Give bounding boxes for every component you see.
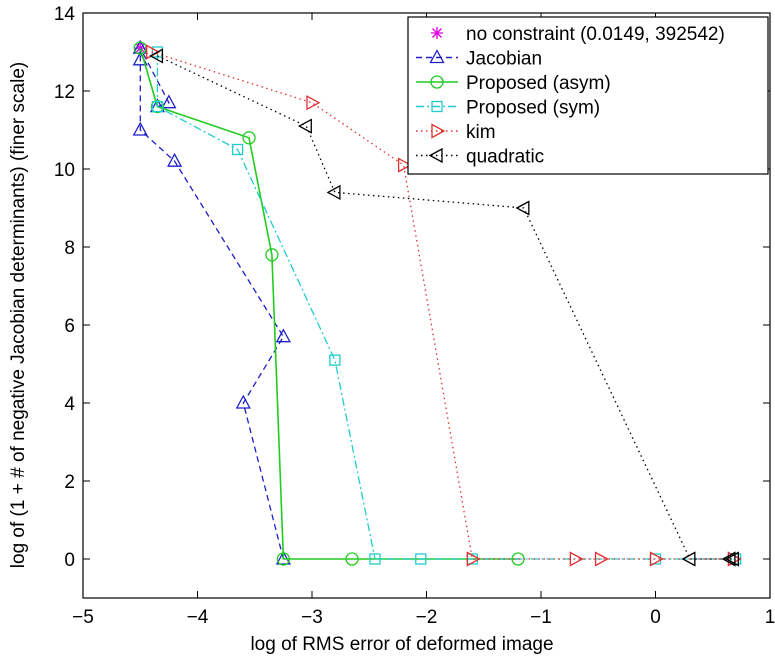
legend-entry: no constraint (0.0149, 392542) <box>431 24 725 45</box>
data-point <box>167 152 183 167</box>
legend-box <box>407 16 769 175</box>
legend-marker <box>431 100 443 113</box>
data-point <box>265 248 279 262</box>
data-point <box>132 121 148 136</box>
data-point <box>149 48 164 64</box>
data-point <box>235 394 251 409</box>
legend-marker <box>431 123 446 139</box>
legend-entry: kim <box>416 122 496 143</box>
legend-entry: Proposed (sym) <box>416 98 600 119</box>
y-tick-label: 6 <box>64 316 75 337</box>
data-point <box>724 551 740 567</box>
data-point <box>466 551 481 567</box>
series-4 <box>146 44 742 567</box>
data-point <box>345 552 359 566</box>
series-layer <box>132 39 742 567</box>
data-point <box>369 553 381 565</box>
y-tick-label: 10 <box>54 160 75 181</box>
data-point <box>132 39 148 54</box>
x-tick-label: 0 <box>650 607 661 628</box>
data-point <box>231 143 244 156</box>
legend-entry: quadratic <box>416 147 544 168</box>
x-tick-label: 1 <box>765 607 775 628</box>
data-point <box>275 550 291 565</box>
series-line <box>156 52 736 560</box>
legend-label: kim <box>466 122 496 143</box>
data-point <box>569 551 584 567</box>
legend-label: Proposed (asym) <box>466 73 611 94</box>
legend-entry: Proposed (asym) <box>416 73 611 94</box>
x-tick-label: −5 <box>72 607 94 628</box>
data-point <box>329 354 341 366</box>
y-tick-label: 12 <box>54 82 75 103</box>
y-axis: 0 2 4 6 8 10 12 14 <box>54 4 770 571</box>
series-1 <box>132 39 291 565</box>
data-point <box>649 551 664 567</box>
data-point <box>151 100 164 113</box>
legend-marker <box>430 75 444 89</box>
data-point <box>326 184 341 200</box>
series-5 <box>149 48 740 567</box>
data-point <box>297 118 312 134</box>
series-line <box>157 55 734 560</box>
legend-label: Jacobian <box>466 49 542 70</box>
y-tick-label: 8 <box>64 238 75 259</box>
x-tick-label: −1 <box>530 607 552 628</box>
legend-label: Proposed (sym) <box>466 98 600 119</box>
data-point <box>276 552 291 566</box>
data-point <box>594 551 609 567</box>
data-point <box>161 94 177 109</box>
series-line <box>151 51 734 560</box>
legend: no constraint (0.0149, 392542) Jacobian Pr… <box>407 16 769 175</box>
data-point <box>275 328 291 343</box>
legend-marker <box>431 27 443 39</box>
series-line <box>139 47 285 560</box>
data-point <box>415 553 427 565</box>
legend-label: no constraint (0.0149, 392542) <box>466 24 725 45</box>
x-tick-label: −4 <box>187 607 209 628</box>
y-tick-label: 0 <box>64 550 75 571</box>
data-point <box>242 131 256 145</box>
data-point <box>721 551 736 567</box>
legend-entry: Jacobian <box>416 49 542 70</box>
data-point <box>681 551 696 567</box>
legend-marker <box>428 147 443 164</box>
y-tick-label: 14 <box>54 4 76 25</box>
y-tick-label: 4 <box>64 394 75 415</box>
x-tick-label: −2 <box>416 607 438 628</box>
legend-marker <box>429 49 445 64</box>
data-point <box>306 95 321 111</box>
x-axis: −5 −4 −3 −2 −1 0 1 <box>72 13 775 628</box>
legend-label: quadratic <box>466 147 544 168</box>
x-tick-label: −3 <box>301 607 323 628</box>
x-axis-label: log of RMS error of deformed image <box>250 634 553 655</box>
data-point <box>515 200 530 216</box>
y-axis-label: log of (1 + # of negative Jacobian deter… <box>8 62 29 568</box>
y-tick-label: 2 <box>64 472 75 493</box>
data-point <box>397 157 412 173</box>
